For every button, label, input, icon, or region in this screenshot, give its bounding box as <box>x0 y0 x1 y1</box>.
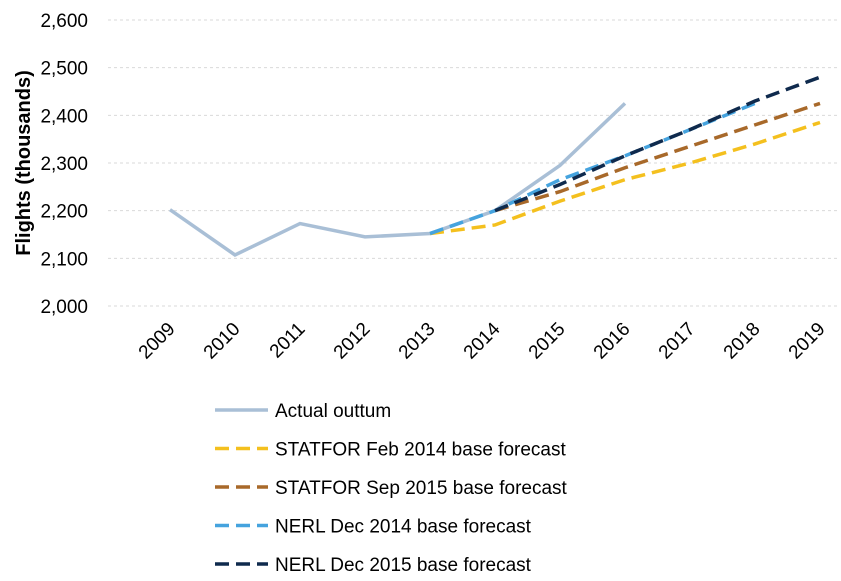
y-tick-label: 2,400 <box>40 106 88 127</box>
series-line <box>494 75 821 213</box>
y-tick-label: 2,100 <box>40 249 88 270</box>
series-line <box>429 120 821 236</box>
x-tick-label: 2010 <box>200 319 245 364</box>
y-tick-label: 2,600 <box>40 11 88 32</box>
x-tick-label: 2016 <box>590 319 635 364</box>
legend-label: STATFOR Sep 2015 base forecast <box>275 478 568 499</box>
x-tick-label: 2017 <box>655 319 700 364</box>
y-tick-label: 2,300 <box>40 154 88 175</box>
x-tick-label: 2015 <box>525 319 570 364</box>
legend-label: NERL Dec 2015 base forecast <box>275 555 532 576</box>
y-axis-label: Flights (thousands) <box>13 70 35 256</box>
y-tick-label: 2,200 <box>40 202 88 223</box>
y-tick-label: 2,000 <box>40 297 88 318</box>
series-line <box>494 101 821 213</box>
series-line <box>168 102 627 258</box>
x-tick-label: 2013 <box>395 319 440 364</box>
legend-label: NERL Dec 2014 base forecast <box>275 517 532 538</box>
x-tick-label: 2018 <box>720 319 765 364</box>
x-tick-label: 2011 <box>266 319 310 363</box>
x-tick-label: 2009 <box>135 319 180 364</box>
x-tick-label: 2012 <box>330 319 375 364</box>
y-tick-label: 2,500 <box>40 59 88 80</box>
legend-label: Actual outtum <box>275 401 391 422</box>
series-line <box>429 101 756 236</box>
x-tick-label: 2014 <box>460 318 505 363</box>
x-tick-label: 2019 <box>785 319 830 364</box>
legend-label: STATFOR Feb 2014 base forecast <box>275 440 566 461</box>
